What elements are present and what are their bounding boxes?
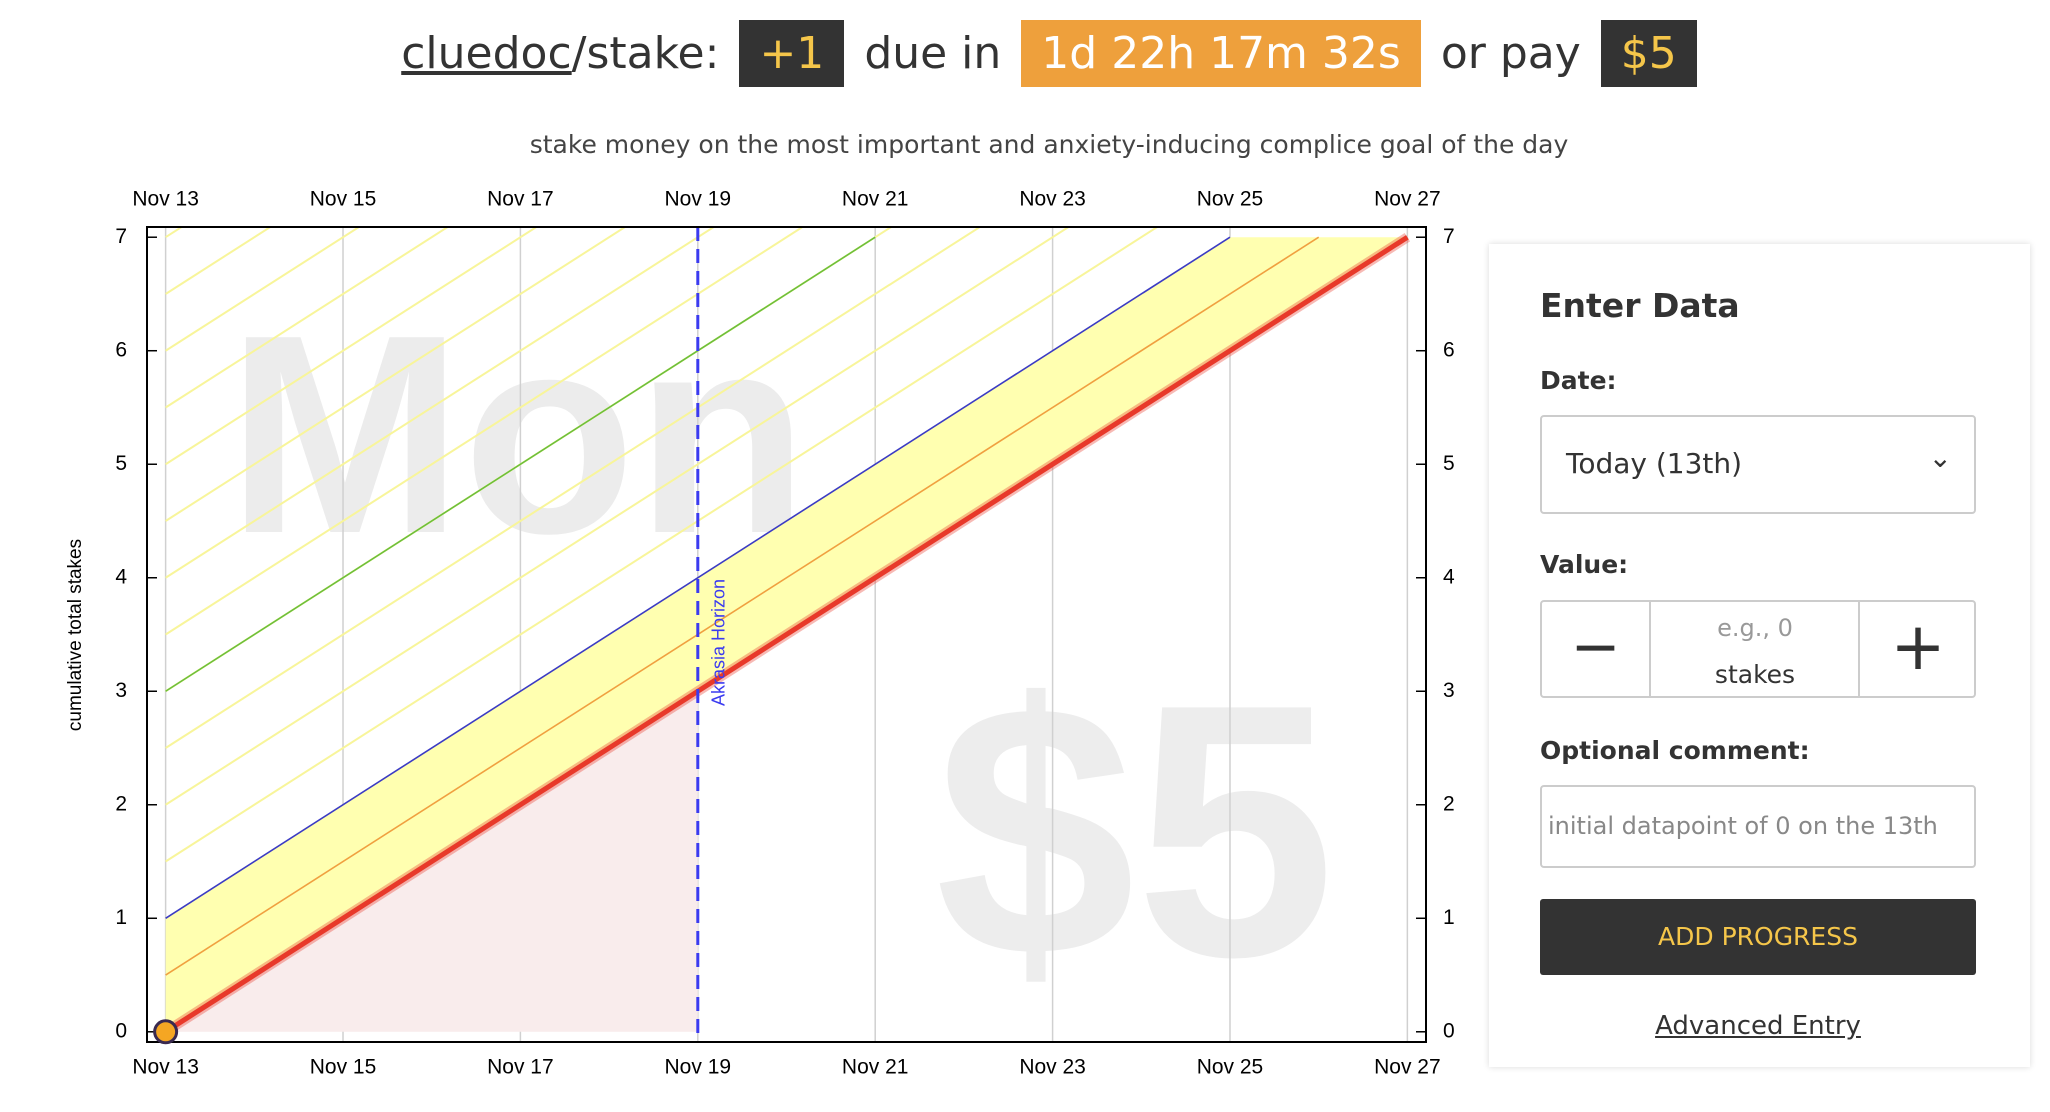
y-tick-label: 1 xyxy=(115,906,127,929)
watermark: Mon xyxy=(227,276,808,592)
y-tick-label: 5 xyxy=(115,452,127,475)
y-tick-label: 2 xyxy=(115,792,127,815)
unit: stakes xyxy=(1714,660,1796,689)
user-link[interactable]: cluedoc xyxy=(401,28,572,79)
y-tick-label: 3 xyxy=(115,679,127,702)
x-tick-label: Nov 17 xyxy=(487,1056,554,1079)
minus-button[interactable]: − xyxy=(1542,602,1651,696)
date-value: Today (13th) xyxy=(1566,447,1743,480)
y-tick-label: 6 xyxy=(115,338,127,361)
panel-title: Enter Data xyxy=(1540,286,1740,325)
hatch-line xyxy=(165,227,539,466)
y-tick-label-right: 3 xyxy=(1443,679,1455,702)
x-tick-label: Nov 25 xyxy=(1197,1056,1264,1079)
x-tick-label: Nov 13 xyxy=(132,1056,199,1079)
advanced-entry-link[interactable]: Advanced Entry xyxy=(1655,1011,1861,1041)
x-tick-label-top: Nov 23 xyxy=(1019,188,1086,211)
subtitle: stake money on the most important and an… xyxy=(529,130,1569,159)
watermark-pledge: $5 xyxy=(935,630,1335,1032)
y-tick-label: 7 xyxy=(115,225,127,248)
x-tick-label-top: Nov 13 xyxy=(132,188,199,211)
enter-data-panel: Enter Data Date: Today (13th) ⌄ Value: − … xyxy=(1489,244,2030,1067)
y-tick-label-right: 5 xyxy=(1443,452,1455,475)
pledge-badge: $5 xyxy=(1600,20,1697,87)
y-tick-label-right: 6 xyxy=(1443,338,1455,361)
delta-badge: +1 xyxy=(739,20,845,87)
x-tick-label-top: Nov 17 xyxy=(487,188,554,211)
value-label: Value: xyxy=(1540,550,1629,579)
x-tick-label-top: Nov 15 xyxy=(310,188,377,211)
x-tick-label-top: Nov 27 xyxy=(1374,188,1441,211)
value-placeholder[interactable]: e.g., 0 xyxy=(1717,614,1793,642)
header: cluedoc/stake: +1 due in 1d 22h 17m 32s … xyxy=(24,20,2050,87)
datapoint xyxy=(153,1019,179,1045)
x-tick-label: Nov 15 xyxy=(310,1056,377,1079)
comment-label: Optional comment: xyxy=(1540,736,1810,765)
comment-input[interactable]: initial datapoint of 0 on the 13th xyxy=(1540,785,1976,868)
add-progress-button[interactable]: ADD PROGRESS xyxy=(1540,899,1976,975)
hatch-line xyxy=(165,227,805,636)
hatch-line xyxy=(165,227,982,749)
x-tick-label: Nov 23 xyxy=(1019,1056,1086,1079)
x-tick-label-top: Nov 21 xyxy=(842,188,909,211)
y-tick-label: 4 xyxy=(115,565,127,588)
chevron: ⌄ xyxy=(1928,441,1952,474)
y-tick-label-right: 7 xyxy=(1443,225,1455,248)
x-tick-label: Nov 27 xyxy=(1374,1056,1441,1079)
pay-text: or pay xyxy=(1440,28,1581,79)
countdown-badge: 1d 22h 17m 32s xyxy=(1021,20,1421,87)
hatch-line xyxy=(165,227,450,409)
y-axis-label: cumulative total stakes xyxy=(65,539,86,731)
plus-button[interactable]: + xyxy=(1858,602,1976,696)
goal-slug: /stake: xyxy=(571,28,720,79)
hatch-line xyxy=(165,227,716,579)
x-tick-label: Nov 21 xyxy=(842,1056,909,1079)
y-tick-label: 0 xyxy=(115,1019,127,1042)
due-text: due in xyxy=(864,28,1002,79)
guide-line xyxy=(165,236,1231,919)
guide-line xyxy=(165,236,1320,976)
y-tick-label-right: 1 xyxy=(1443,906,1455,929)
plot-frame xyxy=(146,226,1427,1043)
hatch-line xyxy=(165,227,627,522)
hatch-line xyxy=(165,227,1071,806)
y-tick-label-right: 0 xyxy=(1443,1019,1455,1042)
y-tick-label-right: 4 xyxy=(1443,565,1455,588)
y-tick-label-right: 2 xyxy=(1443,792,1455,815)
x-tick-label-top: Nov 19 xyxy=(665,188,732,211)
x-tick-label-top: Nov 25 xyxy=(1197,188,1264,211)
value-input: − e.g., 0 stakes + xyxy=(1540,600,1976,698)
horizon-label: Akrasia Horizon xyxy=(709,579,729,706)
date-select[interactable]: Today (13th) ⌄ xyxy=(1540,415,1976,514)
chart: Mon $5 Nov 13 Nov 13 Nov 15 Nov 15 Nov 17 Nov … xyxy=(65,188,1455,1079)
guide-line xyxy=(165,236,876,692)
hatch-line xyxy=(165,227,1160,863)
guide-line xyxy=(164,235,1409,1034)
x-tick-label: Nov 19 xyxy=(665,1056,732,1079)
goal-name: cluedoc/stake: xyxy=(401,28,719,79)
date-label: Date: xyxy=(1540,366,1617,395)
